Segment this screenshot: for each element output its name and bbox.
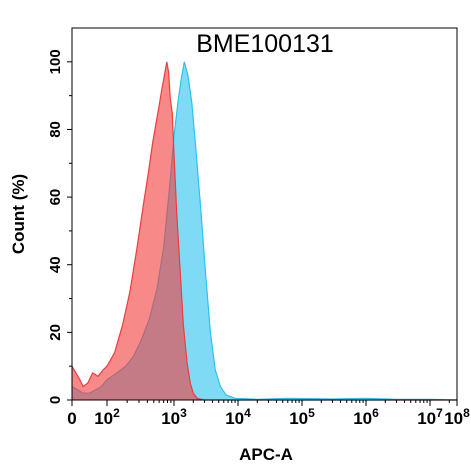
series-area-2 (72, 61, 457, 401)
x-tick-label: 108 (444, 406, 470, 428)
x-axis-title: APC-A (239, 445, 293, 464)
y-axis-title: Count (%) (9, 174, 28, 254)
x-tick-label: 106 (353, 406, 379, 428)
x-tick-label: 103 (161, 406, 187, 428)
x-tick-label: 104 (225, 406, 251, 428)
chart-title: BME100131 (196, 30, 334, 58)
y-tick-label: 80 (47, 121, 64, 138)
x-tick-label: 107 (417, 406, 443, 428)
y-tick-label: 20 (47, 324, 64, 341)
x-tick-label: 105 (289, 406, 315, 428)
y-tick-label: 100 (47, 49, 64, 74)
x-tick-label: 102 (94, 406, 120, 428)
y-axis: 0 20 40 60 80 100 (47, 49, 72, 404)
plot-series (71, 61, 458, 401)
y-tick-label: 40 (47, 256, 64, 273)
x-axis: 0 102 103 104 105 106 107 108 (67, 400, 470, 428)
plot-frame (71, 27, 458, 401)
y-tick-label: 0 (47, 396, 64, 404)
y-tick-label: 60 (47, 189, 64, 206)
series-line-2 (71, 61, 457, 401)
x-tick-label: 0 (67, 409, 76, 428)
